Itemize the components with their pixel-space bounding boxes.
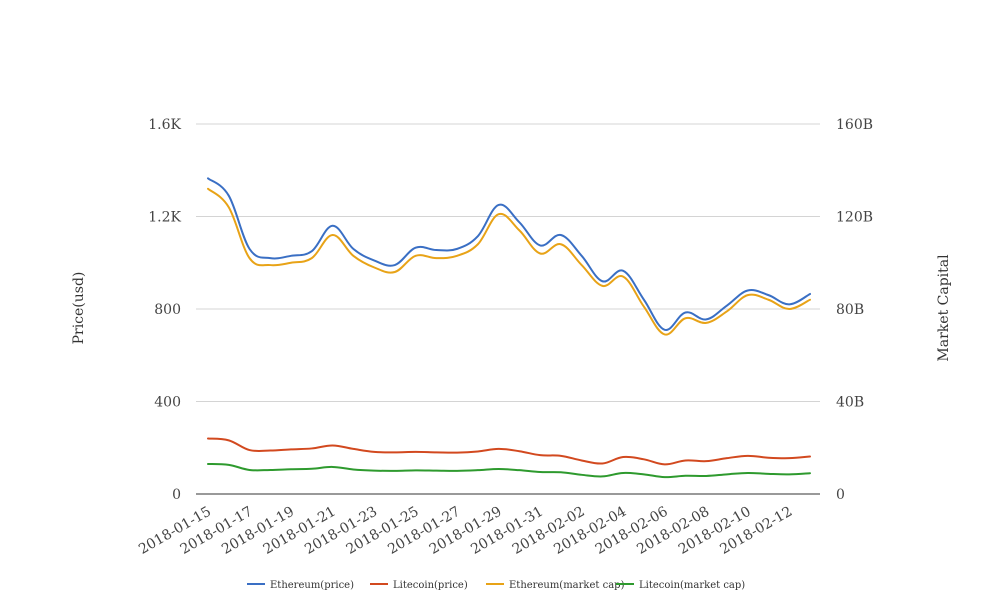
series-line-litecoin-market-cap — [207, 462, 811, 479]
series-lines — [207, 177, 811, 479]
legend-item-litecoin-market-cap[interactable]: Litecoin(market cap) — [616, 580, 745, 591]
legend-label: Ethereum(price) — [270, 580, 354, 591]
y-right-tick-label: 80B — [836, 302, 864, 318]
legend-label: Litecoin(price) — [393, 580, 468, 591]
y-left-tick-label: 1.2K — [148, 210, 181, 226]
series-line-ethereum-market-cap — [207, 187, 811, 336]
y-left-tick-label: 400 — [154, 395, 181, 411]
legend-label: Litecoin(market cap) — [639, 580, 745, 591]
series-line-litecoin-price — [207, 437, 811, 466]
y-left-tick-label: 800 — [154, 302, 181, 318]
x-axis: 2018-01-152018-01-172018-01-192018-01-21… — [136, 504, 795, 558]
y-left-tick-label: 0 — [172, 487, 181, 503]
legend-item-ethereum-market-cap[interactable]: Ethereum(market cap) — [486, 580, 625, 591]
y-axis-left: 0 400 800 1.2K 1.6K — [148, 117, 181, 503]
y-right-tick-label: 0 — [836, 487, 845, 503]
y-right-tick-label: 40B — [836, 395, 864, 411]
series-line-ethereum-price — [207, 177, 811, 331]
grid-lines — [196, 123, 820, 495]
y-axis-left-title: Price(usd) — [71, 272, 87, 345]
y-axis-right-title: Market Capital — [936, 254, 952, 362]
legend-label: Ethereum(market cap) — [509, 580, 625, 591]
y-right-tick-label: 160B — [836, 117, 873, 133]
legend-item-litecoin-price[interactable]: Litecoin(price) — [370, 580, 468, 591]
legend-item-ethereum-price[interactable]: Ethereum(price) — [247, 580, 354, 591]
legend: Ethereum(price) Litecoin(price) Ethereum(m… — [247, 580, 745, 591]
y-left-tick-label: 1.6K — [148, 117, 181, 133]
y-axis-right: 0 40B 80B 120B 160B — [836, 117, 873, 503]
y-right-tick-label: 120B — [836, 210, 873, 226]
